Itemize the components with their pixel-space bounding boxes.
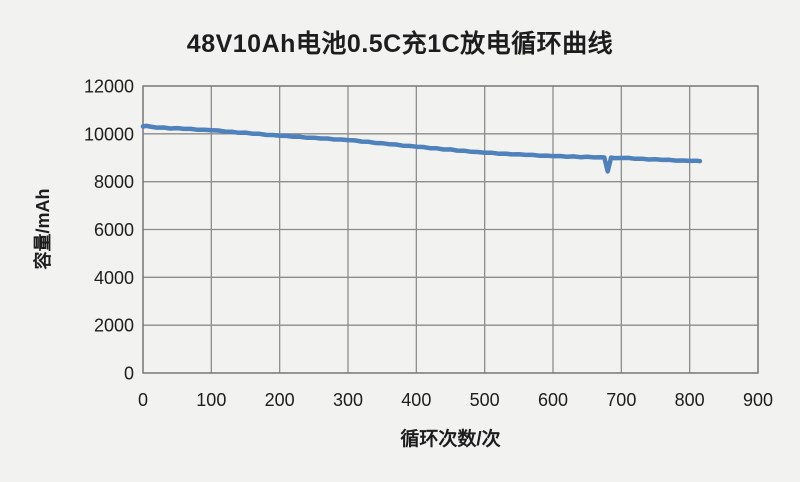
y-tick-label: 8000	[94, 172, 134, 192]
x-tick-label: 400	[401, 390, 431, 410]
chart-title: 48V10Ah电池0.5C充1C放电循环曲线	[186, 30, 614, 58]
x-tick-label: 100	[196, 390, 226, 410]
x-tick-label: 300	[333, 390, 363, 410]
x-tick-label: 900	[743, 390, 773, 410]
y-tick-label: 4000	[94, 268, 134, 288]
x-axis-title: 循环次数/次	[400, 429, 501, 450]
series-line-capacity	[140, 123, 703, 174]
x-tick-label: 500	[470, 390, 500, 410]
y-tick-label: 10000	[84, 124, 134, 144]
x-tick-label: 700	[606, 390, 636, 410]
x-tick-label: 0	[138, 390, 148, 410]
x-tick-label: 200	[265, 390, 295, 410]
y-tick-label: 0	[124, 364, 134, 384]
y-tick-label: 12000	[84, 77, 134, 97]
x-tick-label: 600	[538, 390, 568, 410]
plot-border	[142, 85, 759, 374]
x-tick-label: 800	[675, 390, 705, 410]
y-tick-label: 6000	[94, 220, 134, 240]
y-tick-label: 2000	[94, 316, 134, 336]
